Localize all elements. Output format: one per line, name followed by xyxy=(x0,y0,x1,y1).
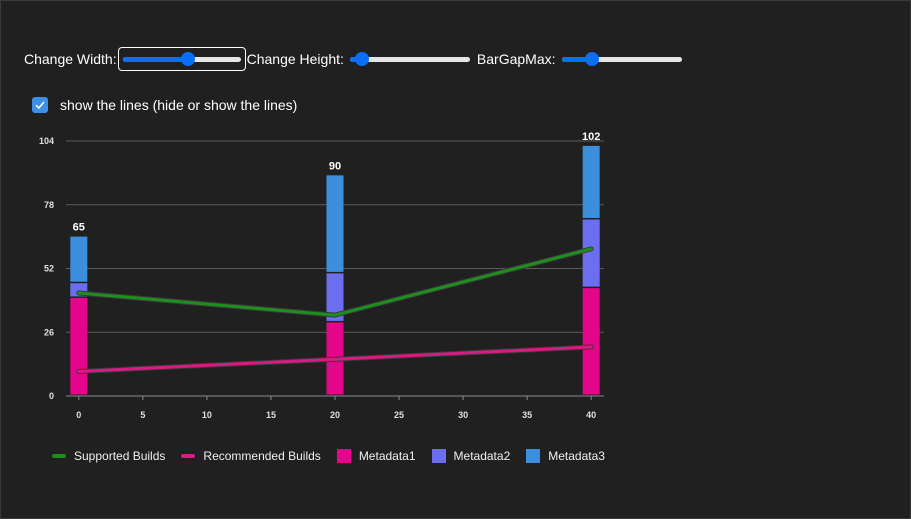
height-slider-thumb[interactable] xyxy=(354,52,369,66)
gap-slider-track xyxy=(561,57,682,62)
legend-swatch-metadata2 xyxy=(431,449,446,463)
y-tick-label-26: 26 xyxy=(44,327,54,337)
height-slider-track xyxy=(349,57,470,62)
bar-metadata1-0 xyxy=(70,297,88,395)
legend-swatch-metadata1 xyxy=(336,449,351,463)
legend-item-metadata2[interactable]: Metadata2 xyxy=(431,449,511,463)
width-label: Change Width: xyxy=(24,51,117,67)
y-tick-label-52: 52 xyxy=(44,264,54,274)
checkmark-icon xyxy=(35,101,45,110)
legend-label-recommended: Recommended Builds xyxy=(203,449,321,463)
bar-metadata2-1 xyxy=(326,273,344,321)
bar-metadata3-2 xyxy=(582,145,600,218)
x-tick-label-10: 10 xyxy=(202,410,212,420)
line-supported-builds xyxy=(77,247,593,317)
controls-bar: Change Width: Change Height: BarGapMax: xyxy=(24,47,689,71)
legend-item-metadata3[interactable]: Metadata3 xyxy=(526,449,605,463)
legend-label-metadata2: Metadata2 xyxy=(453,449,511,463)
legend-swatch-metadata3 xyxy=(526,449,541,463)
x-tick-label-15: 15 xyxy=(266,410,276,420)
line-recommended-builds xyxy=(77,345,593,373)
bar-metadata3-0 xyxy=(70,236,88,282)
legend-label-supported: Supported Builds xyxy=(74,449,166,463)
legend-item-metadata1[interactable]: Metadata1 xyxy=(336,449,416,463)
show-lines-label: show the lines (hide or show the lines) xyxy=(60,97,298,113)
bar-total-label-2: 102 xyxy=(582,131,600,143)
bar-metadata2-2 xyxy=(582,219,600,287)
legend-swatch-supported xyxy=(52,454,66,458)
legend-item-supported[interactable]: Supported Builds xyxy=(52,449,165,463)
bar-total-label-0: 65 xyxy=(73,222,85,234)
bar-metadata1-2 xyxy=(582,288,600,395)
legend-item-recommended[interactable]: Recommended Builds xyxy=(181,449,321,463)
chart-legend: Supported Builds Recommended Builds Meta… xyxy=(52,447,621,465)
height-label: Change Height: xyxy=(246,51,344,67)
show-lines-toggle[interactable]: show the lines (hide or show the lines) xyxy=(32,96,297,114)
x-tick-label-30: 30 xyxy=(458,410,468,420)
x-tick-label-40: 40 xyxy=(586,410,596,420)
y-tick-label-104: 104 xyxy=(39,136,54,146)
legend-swatch-recommended xyxy=(181,454,196,458)
show-lines-checkbox[interactable] xyxy=(32,97,48,113)
x-tick-label-5: 5 xyxy=(140,410,145,420)
width-slider[interactable] xyxy=(117,47,246,71)
x-tick-label-35: 35 xyxy=(522,410,532,420)
width-slider-fill xyxy=(122,57,188,62)
x-tick-label-0: 0 xyxy=(76,410,81,420)
y-tick-label-78: 78 xyxy=(44,200,54,210)
y-tick-label-0: 0 xyxy=(49,391,54,401)
gap-label: BarGapMax: xyxy=(476,51,556,67)
height-slider[interactable] xyxy=(346,48,474,70)
gap-slider-thumb[interactable] xyxy=(584,52,599,66)
gap-slider[interactable] xyxy=(558,48,686,70)
legend-label-metadata1: Metadata1 xyxy=(358,449,416,463)
x-tick-label-20: 20 xyxy=(330,410,340,420)
bar-metadata3-1 xyxy=(326,175,344,272)
bar-total-label-1: 90 xyxy=(329,160,341,172)
gap-slider-fill xyxy=(561,57,592,62)
x-tick-label-25: 25 xyxy=(394,410,404,420)
legend-label-metadata3: Metadata3 xyxy=(548,449,605,463)
width-slider-thumb[interactable] xyxy=(180,52,195,66)
